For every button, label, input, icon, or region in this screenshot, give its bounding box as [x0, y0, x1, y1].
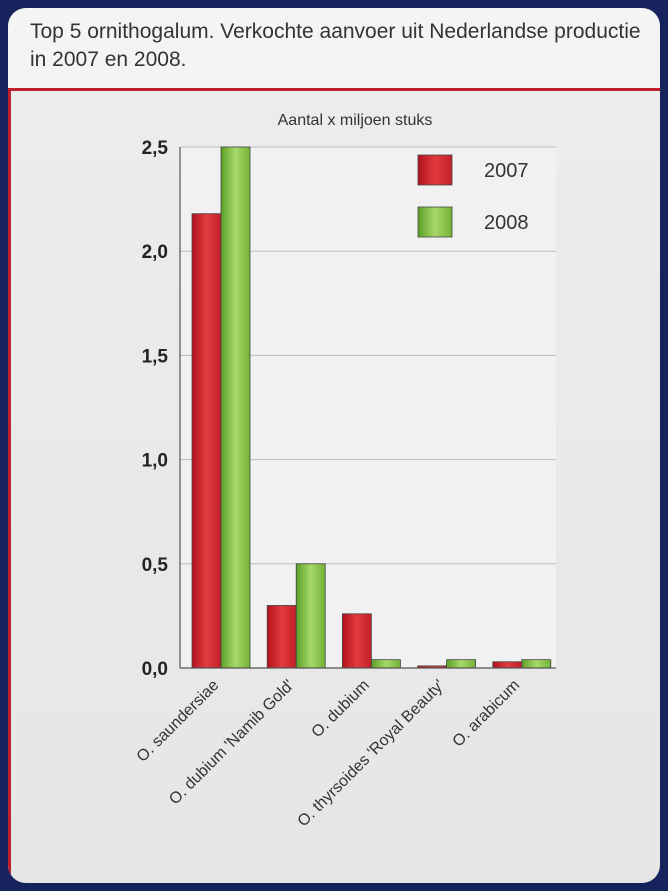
legend-swatch-2008: [417, 206, 453, 238]
bar-2007-5: [492, 661, 523, 669]
bar-2007-2: [266, 605, 297, 669]
y-tick-label: 0,0: [142, 659, 168, 680]
y-tick-label: 1,0: [142, 451, 168, 472]
x-tick-label: O. arabicum: [450, 677, 524, 751]
legend: 2007 2008: [417, 154, 529, 238]
bars-layer: [191, 146, 552, 669]
bar-2008-4: [446, 659, 477, 669]
x-tick-label: O. dubium 'Namib Gold': [166, 677, 297, 808]
y-tick-label: 2,0: [142, 242, 168, 263]
bar-2007-1: [191, 213, 222, 669]
legend-swatch-2007: [417, 154, 453, 186]
bar-2008-3: [370, 659, 401, 669]
accent-line: [8, 91, 11, 883]
legend-label-2007: 2007: [484, 160, 529, 182]
y-tick-label: 0,5: [142, 555, 169, 576]
y-axis-label: Aantal x miljoen stuks: [278, 112, 433, 129]
bar-2008-2: [295, 563, 326, 669]
y-tick-label: 1,5: [142, 346, 169, 367]
y-tick-label: 2,5: [142, 138, 169, 159]
header: Top 5 ornithogalum. Verkochte aanvoer ui…: [8, 8, 660, 91]
legend-label-2008: 2008: [484, 212, 529, 234]
bar-2008-5: [521, 659, 552, 669]
bar-2008-1: [220, 146, 251, 669]
x-tick-label: O. thyrsoides 'Royal Beauty': [295, 677, 448, 830]
page-title: Top 5 ornithogalum. Verkochte aanvoer ui…: [30, 20, 641, 71]
x-tick-label: O. dubium: [309, 677, 373, 741]
bar-2007-3: [341, 613, 372, 669]
